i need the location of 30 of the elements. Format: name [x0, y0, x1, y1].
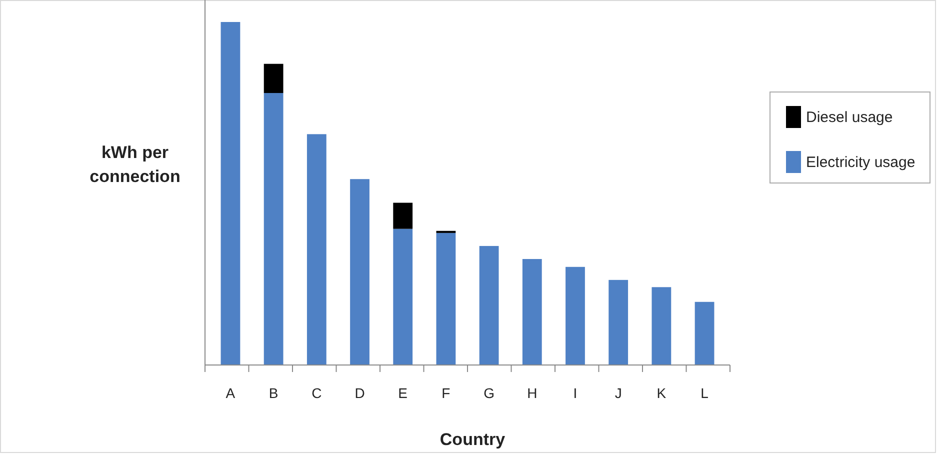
x-tick-label: E [398, 385, 408, 401]
bar [350, 179, 370, 365]
y-axis-title: kWh per connection [90, 143, 180, 186]
x-tick-label: J [614, 385, 622, 401]
legend-label: Electricity usage [806, 154, 916, 171]
bar [652, 287, 672, 365]
x-tick-label: L [700, 385, 709, 401]
x-tick-label: K [656, 385, 667, 401]
bar [694, 302, 714, 365]
bar [608, 280, 628, 365]
bar [393, 202, 413, 229]
x-tick-label: F [442, 385, 450, 401]
x-tick-label: G [484, 385, 494, 401]
bar [264, 93, 284, 365]
bar [566, 266, 585, 365]
x-tick-label: B [268, 385, 278, 401]
x-tick-label: H [527, 385, 538, 401]
x-tick-label: C [312, 385, 322, 401]
bar [522, 259, 542, 365]
bar [479, 246, 499, 365]
x-tick-label: D [354, 385, 365, 401]
bar [306, 134, 326, 365]
bar [264, 64, 284, 93]
bar [393, 228, 413, 365]
bar [436, 232, 456, 365]
bar [220, 22, 240, 365]
x-tick-label: A [226, 385, 236, 401]
legend-label: Diesel usage [806, 109, 893, 126]
x-tick-label: I [573, 385, 578, 401]
x-axis-title: Country [440, 430, 506, 449]
